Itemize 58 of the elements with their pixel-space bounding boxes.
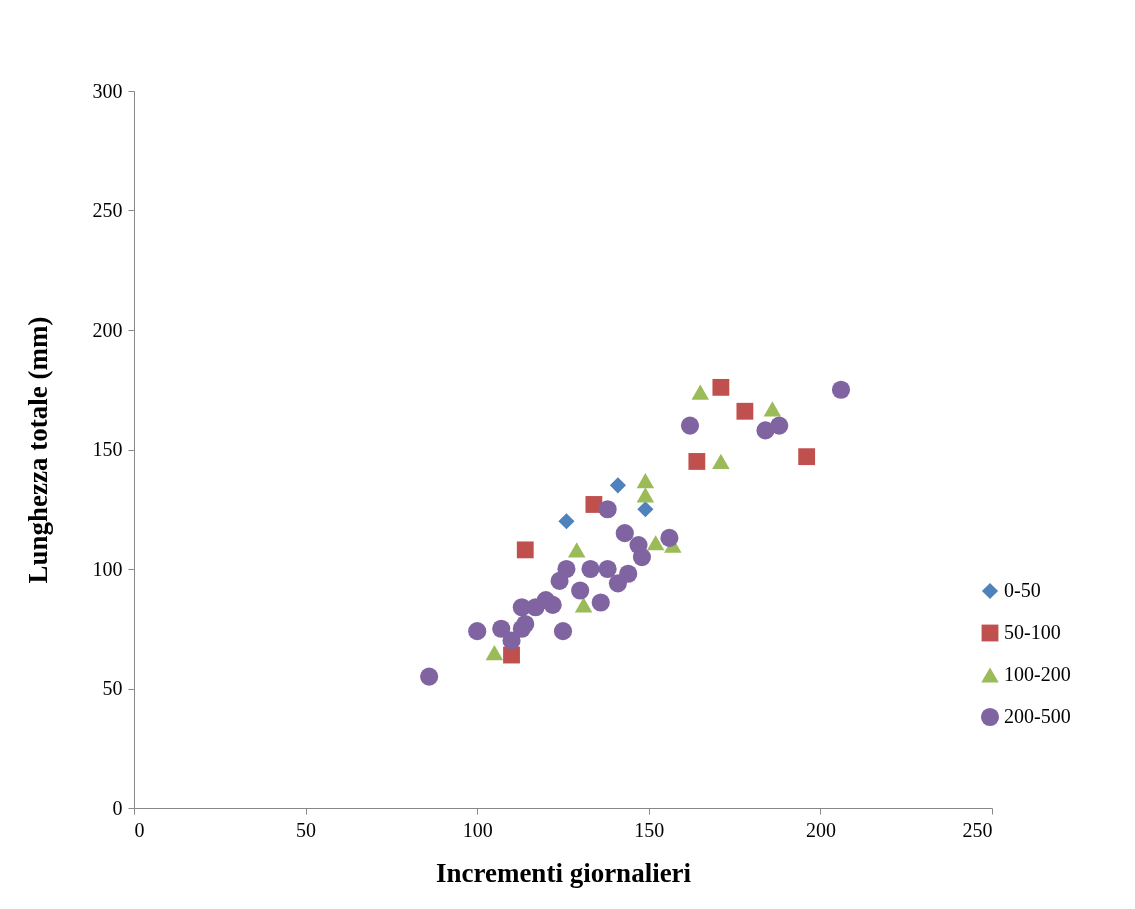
y-tick-label: 50 — [102, 677, 123, 699]
point — [609, 477, 626, 494]
point — [691, 384, 710, 400]
x-tick-label: 0 — [134, 818, 145, 841]
point — [420, 667, 439, 686]
point — [598, 500, 617, 519]
point — [770, 416, 789, 435]
point — [585, 496, 603, 513]
x-tick-label: 150 — [634, 818, 665, 841]
point — [637, 501, 654, 518]
y-tick-label: 150 — [92, 438, 123, 460]
point — [567, 542, 586, 558]
point — [619, 564, 638, 583]
point — [660, 528, 679, 547]
point — [591, 593, 610, 612]
point — [536, 591, 555, 610]
point — [736, 402, 754, 420]
legend-label: 100-200 — [1004, 663, 1071, 685]
point — [574, 597, 593, 613]
point — [598, 559, 617, 579]
legend-label: 200-500 — [1004, 705, 1071, 727]
legend-label: 0-50 — [1004, 579, 1041, 601]
point — [636, 472, 655, 489]
x-tick-label: 100 — [462, 818, 493, 841]
y-tick-label: 100 — [92, 557, 123, 580]
point — [831, 380, 851, 399]
point — [553, 622, 573, 641]
y-tick-label: 250 — [92, 199, 123, 221]
y-axis-title: Lunghezza totale (mm) — [22, 316, 53, 584]
y-tick-label: 0 — [112, 796, 123, 819]
point — [712, 378, 730, 396]
point — [712, 453, 730, 470]
x-axis-title: Incrementi giornalieri — [435, 857, 692, 888]
point — [680, 416, 700, 435]
point — [646, 535, 665, 551]
x-tick-label: 250 — [962, 818, 993, 841]
x-tick-label: 200 — [805, 818, 836, 841]
point — [502, 631, 521, 650]
point — [557, 559, 576, 579]
point — [516, 614, 535, 634]
point — [492, 619, 511, 638]
y-tick-label: 200 — [92, 318, 123, 341]
point — [558, 513, 575, 530]
point — [581, 559, 600, 579]
point — [636, 487, 655, 503]
point — [516, 541, 534, 559]
point — [485, 645, 504, 661]
point — [512, 598, 531, 617]
point — [632, 547, 652, 567]
point — [571, 581, 590, 600]
legend-label: 50-100 — [1004, 621, 1061, 643]
point — [615, 524, 634, 543]
point — [468, 622, 487, 641]
x-tick-label: 50 — [296, 818, 317, 841]
point — [763, 401, 782, 417]
point — [688, 453, 706, 470]
y-tick-label: 300 — [92, 79, 123, 102]
point — [798, 448, 816, 466]
